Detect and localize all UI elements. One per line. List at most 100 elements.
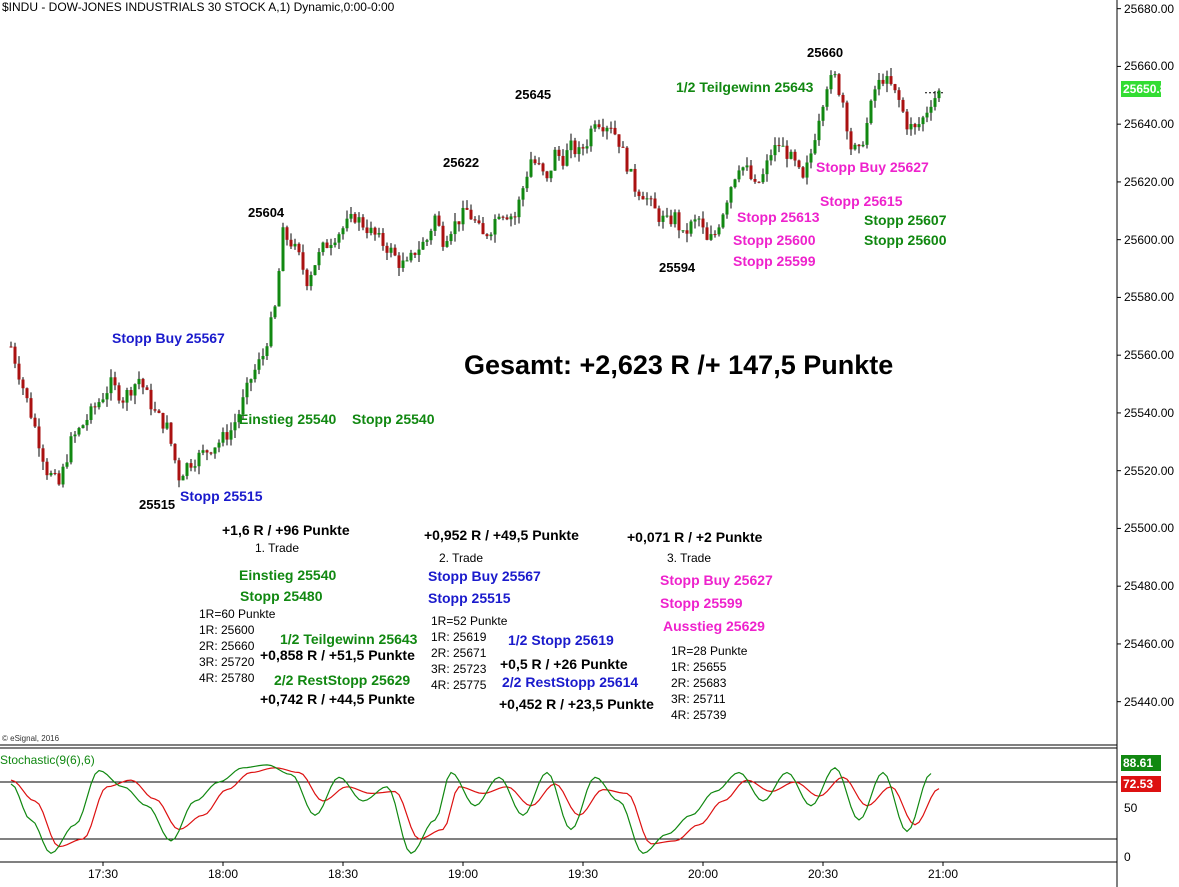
candle-body <box>297 243 301 253</box>
candle-body <box>373 227 377 235</box>
candle-body <box>921 117 925 125</box>
candle-body <box>301 252 305 270</box>
candle-body <box>333 242 337 246</box>
candle-body <box>665 215 669 217</box>
trade1-einstieg: Einstieg 25540 <box>239 567 337 583</box>
total-result: Gesamt: +2,623 R /+ 147,5 Punkte <box>464 350 894 380</box>
trade3-3r: 3R: 25711 <box>671 692 726 706</box>
candle-body <box>61 466 65 485</box>
candle-body <box>93 406 97 408</box>
candle-body <box>757 181 761 183</box>
candle-body <box>385 245 389 253</box>
candle-body <box>937 90 941 99</box>
candle-body <box>249 379 253 383</box>
candle-body <box>569 140 573 151</box>
candle-body <box>917 124 921 128</box>
candle-body <box>885 76 889 84</box>
candle-body <box>753 179 757 182</box>
candle-body <box>573 140 577 155</box>
price-tick-label: 25660.00 <box>1124 59 1175 74</box>
candle-body <box>861 144 865 147</box>
candle-body <box>509 216 513 220</box>
candle-body <box>721 214 725 228</box>
candle-body <box>393 247 397 256</box>
candle-body <box>517 199 521 218</box>
candle-body <box>457 221 461 225</box>
candle-body <box>465 207 469 210</box>
candle-body <box>225 432 229 440</box>
trade1-1r: 1R: 25600 <box>199 623 255 637</box>
candle-body <box>621 146 625 148</box>
note-stopp-25607: Stopp 25607 <box>864 212 947 228</box>
trade3-4r: 4R: 25739 <box>671 708 727 722</box>
candle-body <box>817 120 821 141</box>
trade2-stopp-buy: Stopp Buy 25567 <box>428 568 541 584</box>
candle-body <box>181 475 185 481</box>
candle-body <box>745 165 749 168</box>
candle-body <box>429 230 433 241</box>
candle-body <box>629 168 633 172</box>
stoch-tick-0: 0 <box>1124 850 1131 864</box>
trade2-partial-result: +0,5 R / +26 Punkte <box>500 656 628 672</box>
candle-body <box>421 241 425 250</box>
candle-body <box>645 198 649 200</box>
candle-body <box>793 151 797 161</box>
trade1-stopp: Stopp 25480 <box>240 588 323 604</box>
candle-body <box>557 149 561 156</box>
candle-body <box>597 124 601 128</box>
candle-body <box>77 428 81 435</box>
trade3-stopp: Stopp 25599 <box>660 595 743 611</box>
price-tick-label: 25620.00 <box>1124 174 1175 189</box>
candle-body <box>277 271 281 307</box>
trade2-result: +0,952 R / +49,5 Punkte <box>424 527 579 543</box>
candle-body <box>841 94 845 103</box>
candle-body <box>261 355 265 360</box>
candle-body <box>669 215 673 225</box>
trade1-teilgewinn: 1/2 Teilgewinn 25643 <box>280 631 418 647</box>
candle-body <box>33 417 37 427</box>
time-tick-label: 20:30 <box>808 867 839 881</box>
candle-body <box>813 140 817 154</box>
trade2-stopp: Stopp 25515 <box>428 590 511 606</box>
trade2-r-size: 1R=52 Punkte <box>431 614 508 628</box>
stoch-d-line <box>10 767 940 848</box>
candle-body <box>417 249 421 255</box>
candle-body <box>425 240 429 242</box>
candle-body <box>133 384 137 396</box>
chart-title: $INDU - DOW-JONES INDUSTRIALS 30 STOCK A… <box>2 0 395 14</box>
candle-body <box>145 387 149 390</box>
price-tick-label: 25480.00 <box>1124 579 1175 594</box>
time-tick-label: 18:00 <box>208 867 239 881</box>
time-tick-label: 19:30 <box>568 867 599 881</box>
candle-body <box>689 221 693 234</box>
candle-body <box>893 84 897 91</box>
candle-body <box>25 388 29 399</box>
candle-body <box>45 461 49 476</box>
price-tick-label: 25640.00 <box>1124 117 1175 132</box>
trade2-rest-result: +0,452 R / +23,5 Punkte <box>499 696 654 712</box>
candle-body <box>453 221 457 235</box>
candle-body <box>137 378 141 385</box>
candle-body <box>825 89 829 107</box>
candle-body <box>537 163 541 165</box>
candle-body <box>13 346 17 364</box>
candle-body <box>897 90 901 100</box>
candle-body <box>189 463 193 468</box>
candle-body <box>865 123 869 145</box>
price-tick-label: 25500.00 <box>1124 521 1175 536</box>
candle-body <box>109 377 113 394</box>
candle-body <box>769 155 773 161</box>
candle-body <box>749 165 753 180</box>
price-tick-label: 25460.00 <box>1124 636 1175 651</box>
candle-body <box>141 378 145 388</box>
note-stopp-25613: Stopp 25613 <box>737 209 820 225</box>
candle-body <box>901 99 905 112</box>
candle-body <box>213 447 217 454</box>
high-label-25622: 25622 <box>443 155 480 170</box>
candle-body <box>497 216 501 219</box>
candle-body <box>657 208 661 222</box>
candle-body <box>725 202 729 215</box>
candle-body <box>609 127 613 129</box>
note-stopp-buy-25567: Stopp Buy 25567 <box>112 330 225 346</box>
